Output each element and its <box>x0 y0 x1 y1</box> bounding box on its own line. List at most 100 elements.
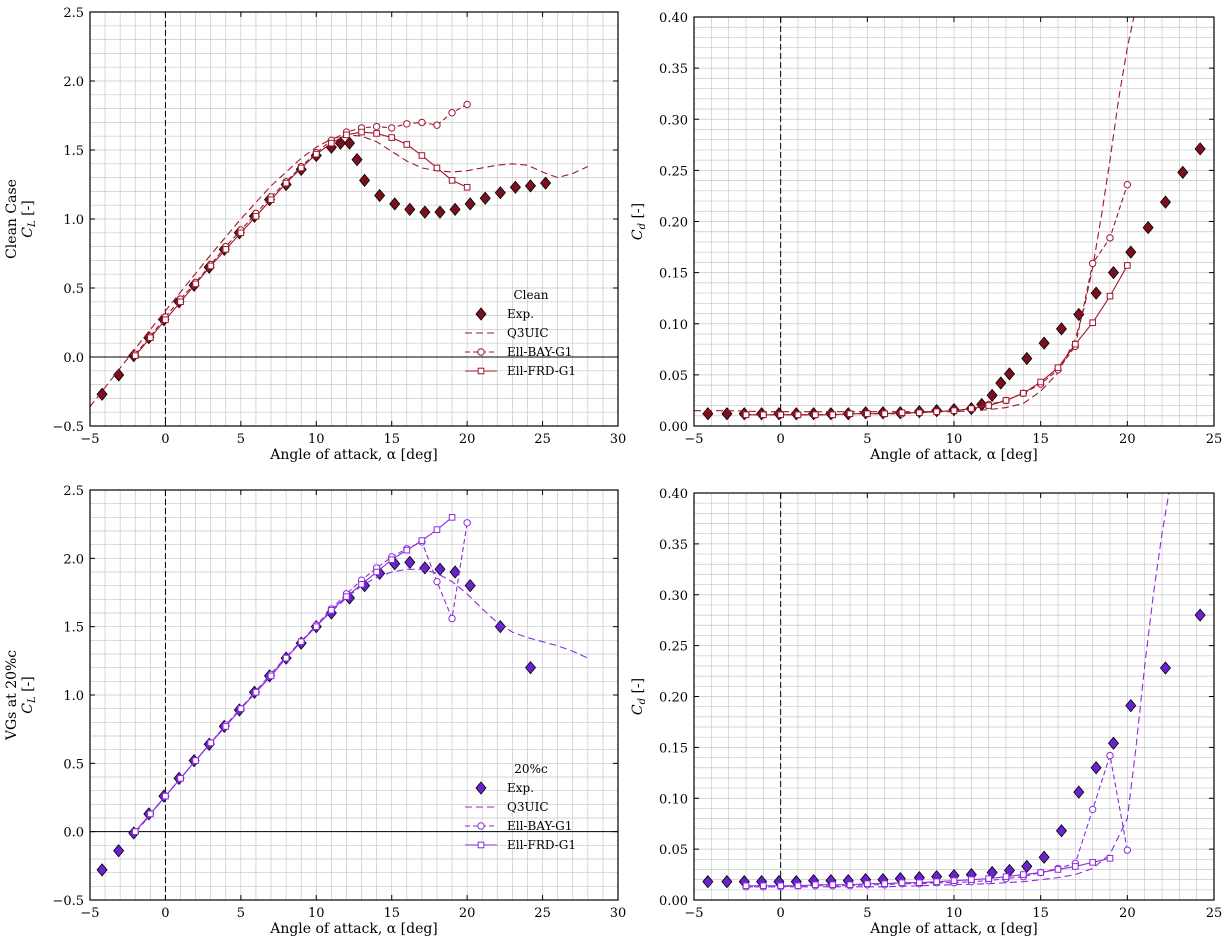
point-exp- <box>96 863 108 877</box>
point-ell-frd-g1 <box>403 546 411 554</box>
grid <box>693 492 1215 901</box>
point-exp- <box>524 661 537 675</box>
point-ell-frd-g1 <box>131 828 139 835</box>
series-line-q3uic <box>90 134 589 408</box>
point-exp- <box>702 875 714 889</box>
point-ell-frd-g1 <box>252 212 260 220</box>
x-tick-label: 25 <box>534 432 551 447</box>
legend-label: Ell-FRD-G1 <box>507 364 576 378</box>
point-ell-frd-g1 <box>985 402 992 409</box>
x-tick-label: 0 <box>777 432 785 447</box>
y-tick-label: 1.5 <box>63 621 84 636</box>
x-tick-label: 0 <box>161 432 169 447</box>
legend-label: Ell-FRD-G1 <box>507 838 576 852</box>
x-tick-label: 30 <box>610 906 627 921</box>
y-axis-prefix: VGs at 20%c <box>4 650 20 741</box>
point-ell-frd-g1 <box>829 881 836 889</box>
x-tick-label: 15 <box>1032 432 1049 447</box>
x-axis-label: Angle of attack, α [deg] <box>869 921 1038 937</box>
legend: Clean Exp. Q3UIC Ell-BAY-G1 Ell-FRD-G1 <box>465 288 576 378</box>
point-ell-frd-g1 <box>297 164 305 172</box>
point-ell-frd-g1 <box>388 134 396 141</box>
y-tick-label: 0.35 <box>659 538 688 553</box>
point-exp- <box>1021 859 1033 874</box>
point-ell-bay-g1 <box>372 122 381 131</box>
point-exp- <box>524 179 537 193</box>
legend-label: Exp. <box>507 781 534 795</box>
point-ell-bay-g1 <box>1106 751 1114 760</box>
legend-handle-diamond <box>475 781 487 795</box>
point-ell-frd-g1 <box>373 130 380 137</box>
point-ell-frd-g1 <box>794 882 802 890</box>
point-ell-frd-g1 <box>777 882 784 890</box>
point-exp- <box>1159 195 1171 209</box>
point-ell-frd-g1 <box>864 880 871 888</box>
x-tick-label: −5 <box>80 432 99 447</box>
point-exp- <box>1142 221 1154 235</box>
point-ell-bay-g1 <box>448 614 456 623</box>
point-ell-frd-g1 <box>388 556 396 564</box>
y-tick-label: 0.20 <box>659 691 688 706</box>
y-tick-label: 0.10 <box>659 318 688 333</box>
point-ell-frd-g1 <box>985 875 992 882</box>
point-ell-frd-g1 <box>463 183 471 191</box>
point-exp- <box>389 197 401 211</box>
point-exp- <box>113 844 125 858</box>
y-tick-label: 0.30 <box>659 589 688 604</box>
point-exp- <box>1090 286 1102 300</box>
point-ell-frd-g1 <box>192 757 199 764</box>
point-ell-frd-g1 <box>177 775 184 782</box>
point-exp- <box>494 186 506 200</box>
y-tick-label: 2.5 <box>63 484 84 499</box>
point-exp- <box>404 202 416 216</box>
y-tick-label: 0.10 <box>659 792 688 807</box>
point-exp- <box>419 561 431 575</box>
point-ell-frd-g1 <box>162 316 169 324</box>
point-exp- <box>1055 322 1067 336</box>
point-exp- <box>540 176 552 190</box>
point-exp- <box>1021 351 1033 366</box>
point-ell-bay-g1 <box>418 118 426 127</box>
point-exp- <box>374 188 386 203</box>
x-tick-label: 25 <box>1206 432 1223 447</box>
point-ell-frd-g1 <box>846 410 854 418</box>
y-tick-label: 1.0 <box>63 213 84 228</box>
point-ell-frd-g1 <box>916 879 923 887</box>
point-ell-frd-g1 <box>812 881 819 889</box>
point-exp- <box>449 202 461 216</box>
point-exp- <box>404 555 416 570</box>
panel-cl-clean: −5 0 5 10 15 20 25 30 −0.5 0.0 0.5 1.0 1.5 2.0 2.5 Angl… <box>4 6 626 463</box>
point-exp- <box>721 875 733 889</box>
point-ell-frd-g1 <box>760 882 767 890</box>
point-ell-frd-g1 <box>1020 871 1027 878</box>
x-tick-label: −5 <box>684 432 703 447</box>
y-tick-label: 0.5 <box>63 757 84 772</box>
legend-label: Ell-BAY-G1 <box>507 819 572 833</box>
point-ell-frd-g1 <box>864 410 871 418</box>
point-ell-frd-g1 <box>1002 397 1010 404</box>
point-ell-frd-g1 <box>373 568 380 576</box>
point-exp- <box>1038 336 1050 350</box>
point-exp- <box>1194 608 1206 622</box>
point-ell-frd-g1 <box>1037 378 1044 386</box>
point-ell-frd-g1 <box>1054 364 1062 372</box>
y-tick-label: −0.5 <box>52 420 84 435</box>
point-ell-frd-g1 <box>252 688 260 696</box>
point-ell-bay-g1 <box>1123 180 1132 189</box>
y-tick-label: 0.00 <box>659 420 688 435</box>
x-tick-label: 10 <box>308 432 325 447</box>
point-exp- <box>509 180 521 194</box>
y-tick-label: 0.5 <box>63 282 84 297</box>
point-ell-bay-g1 <box>1106 234 1114 242</box>
x-tick-label: −5 <box>80 906 99 921</box>
point-ell-frd-g1 <box>742 411 750 419</box>
point-ell-bay-g1 <box>463 519 471 527</box>
point-exp- <box>1125 699 1137 713</box>
point-ell-frd-g1 <box>1072 340 1079 348</box>
point-exp- <box>1107 736 1119 750</box>
y-axis-prefix: Clean Case <box>4 179 20 259</box>
point-ell-frd-g1 <box>177 298 184 306</box>
point-ell-frd-g1 <box>237 229 245 237</box>
y-tick-label: 0.35 <box>659 62 688 77</box>
